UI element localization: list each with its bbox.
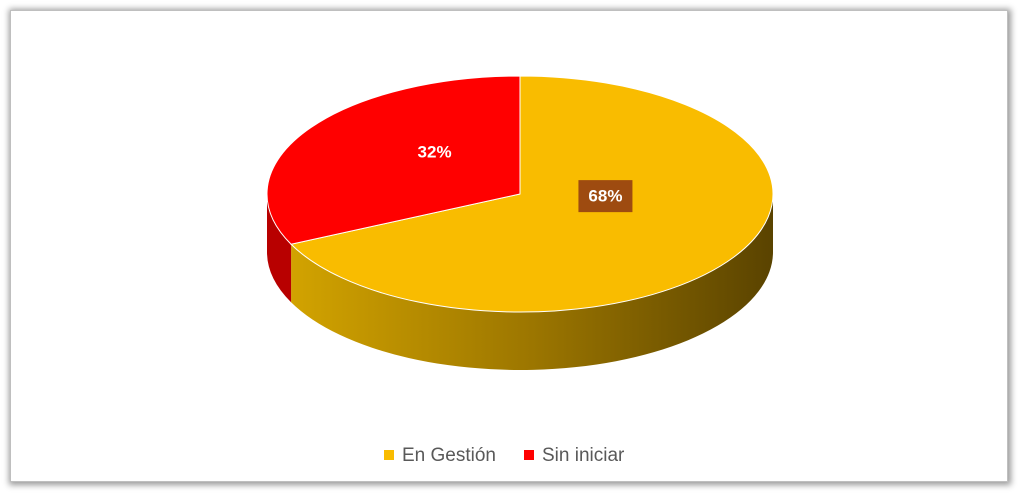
legend-swatch — [384, 450, 394, 460]
slice — [266, 75, 521, 245]
slice-side — [291, 194, 773, 370]
data-label: 68% — [588, 187, 622, 206]
legend-label: Sin iniciar — [542, 445, 625, 466]
slice-side — [267, 194, 292, 303]
data-label-box — [578, 180, 633, 213]
data-label: 32% — [418, 142, 452, 161]
slice — [290, 75, 774, 313]
legend-swatch — [524, 450, 534, 460]
legend-label: En Gestión — [402, 445, 496, 466]
